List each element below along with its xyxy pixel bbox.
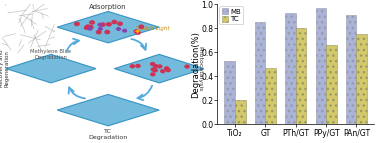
Legend: MB, TC: MB, TC — [220, 6, 243, 24]
Text: Visible Light: Visible Light — [136, 26, 170, 31]
Circle shape — [112, 20, 116, 24]
Text: ✦: ✦ — [133, 27, 140, 36]
Bar — [296, 28, 307, 124]
Polygon shape — [6, 54, 96, 83]
Circle shape — [151, 73, 155, 76]
Circle shape — [139, 25, 144, 28]
Circle shape — [118, 22, 122, 25]
Text: Methylene Blue
Degradation: Methylene Blue Degradation — [31, 49, 71, 60]
Circle shape — [185, 65, 189, 68]
Bar — [265, 68, 276, 124]
Bar — [225, 61, 235, 124]
Circle shape — [134, 30, 139, 33]
Circle shape — [105, 30, 110, 34]
Bar — [326, 45, 337, 124]
Circle shape — [99, 28, 102, 30]
Circle shape — [151, 68, 155, 71]
Circle shape — [130, 65, 135, 68]
Circle shape — [151, 62, 155, 65]
Bar — [285, 13, 296, 124]
Bar — [316, 8, 326, 124]
Circle shape — [88, 26, 93, 29]
Circle shape — [165, 67, 169, 70]
Circle shape — [136, 31, 140, 34]
Polygon shape — [57, 11, 159, 43]
Bar — [255, 22, 265, 124]
Circle shape — [123, 29, 127, 32]
Circle shape — [84, 26, 89, 29]
Circle shape — [98, 23, 102, 26]
Bar — [356, 34, 367, 124]
Text: Adsorption: Adsorption — [89, 4, 127, 10]
Polygon shape — [57, 94, 159, 126]
Circle shape — [153, 69, 157, 72]
Y-axis label: Degradation(%): Degradation(%) — [191, 31, 200, 98]
Text: Photocatalysis: Photocatalysis — [198, 46, 203, 91]
Circle shape — [153, 65, 158, 67]
Circle shape — [96, 31, 101, 34]
Bar — [235, 100, 246, 124]
Circle shape — [166, 69, 170, 72]
Circle shape — [136, 64, 140, 67]
Circle shape — [90, 21, 94, 24]
Polygon shape — [114, 54, 204, 83]
Circle shape — [161, 70, 165, 73]
Circle shape — [88, 27, 92, 30]
Circle shape — [107, 23, 111, 26]
Circle shape — [158, 65, 162, 68]
Bar — [346, 15, 356, 124]
Text: TC
Degradation: TC Degradation — [88, 129, 128, 140]
Circle shape — [74, 22, 79, 26]
Circle shape — [117, 28, 120, 30]
Text: Recovery and
Regeneration: Recovery and Regeneration — [0, 50, 9, 88]
Circle shape — [86, 25, 90, 28]
Circle shape — [101, 23, 105, 26]
